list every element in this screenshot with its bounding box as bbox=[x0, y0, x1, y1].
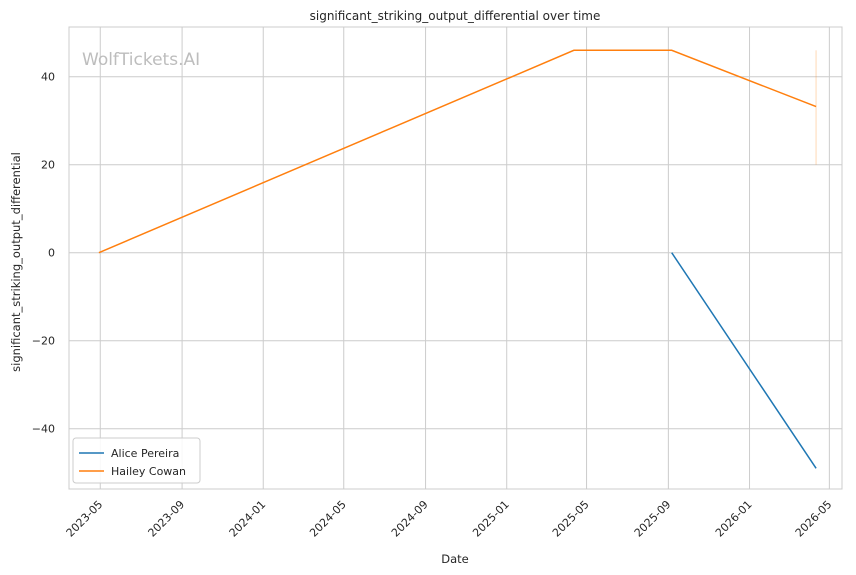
series-line-alice-pereira bbox=[671, 252, 817, 469]
x-tick-label: 2026-05 bbox=[793, 498, 835, 540]
series-line-hailey-cowan bbox=[98, 49, 817, 254]
x-tick-label: 2025-05 bbox=[550, 498, 592, 540]
legend-label: Alice Pereira bbox=[111, 447, 179, 460]
x-tick-label: 2025-01 bbox=[470, 498, 512, 540]
y-tick-label: −20 bbox=[32, 335, 55, 348]
y-axis-label: significant_striking_output_differential bbox=[9, 152, 23, 372]
x-axis-label: Date bbox=[441, 552, 469, 566]
y-tick-label: −40 bbox=[32, 423, 55, 436]
x-tick-labels: 2023-05 2023-09 2024-01 2024-05 2024-09 2025-… bbox=[64, 498, 835, 540]
x-tick-label: 2024-09 bbox=[389, 498, 431, 540]
y-tick-labels: −40 −20 0 20 40 bbox=[32, 71, 55, 436]
plot-frame bbox=[68, 26, 843, 490]
legend-box bbox=[72, 437, 201, 484]
grid-lines bbox=[69, 27, 842, 489]
legend: Alice Pereira Hailey Cowan bbox=[72, 437, 201, 484]
y-tick-label: 20 bbox=[41, 159, 55, 172]
series-layer bbox=[98, 49, 817, 469]
x-tick-label: 2023-05 bbox=[64, 498, 106, 540]
legend-label: Hailey Cowan bbox=[111, 465, 186, 478]
x-tick-label: 2024-01 bbox=[227, 498, 269, 540]
chart-title: significant_striking_output_differential… bbox=[310, 9, 601, 23]
x-tick-label: 2024-05 bbox=[307, 498, 349, 540]
watermark: WolfTickets.AI bbox=[82, 50, 200, 70]
y-tick-label: 40 bbox=[41, 71, 55, 84]
x-tick-label: 2025-09 bbox=[632, 498, 674, 540]
y-tick-label: 0 bbox=[48, 247, 55, 260]
x-tick-label: 2026-01 bbox=[713, 498, 755, 540]
x-tick-label: 2023-09 bbox=[146, 498, 188, 540]
